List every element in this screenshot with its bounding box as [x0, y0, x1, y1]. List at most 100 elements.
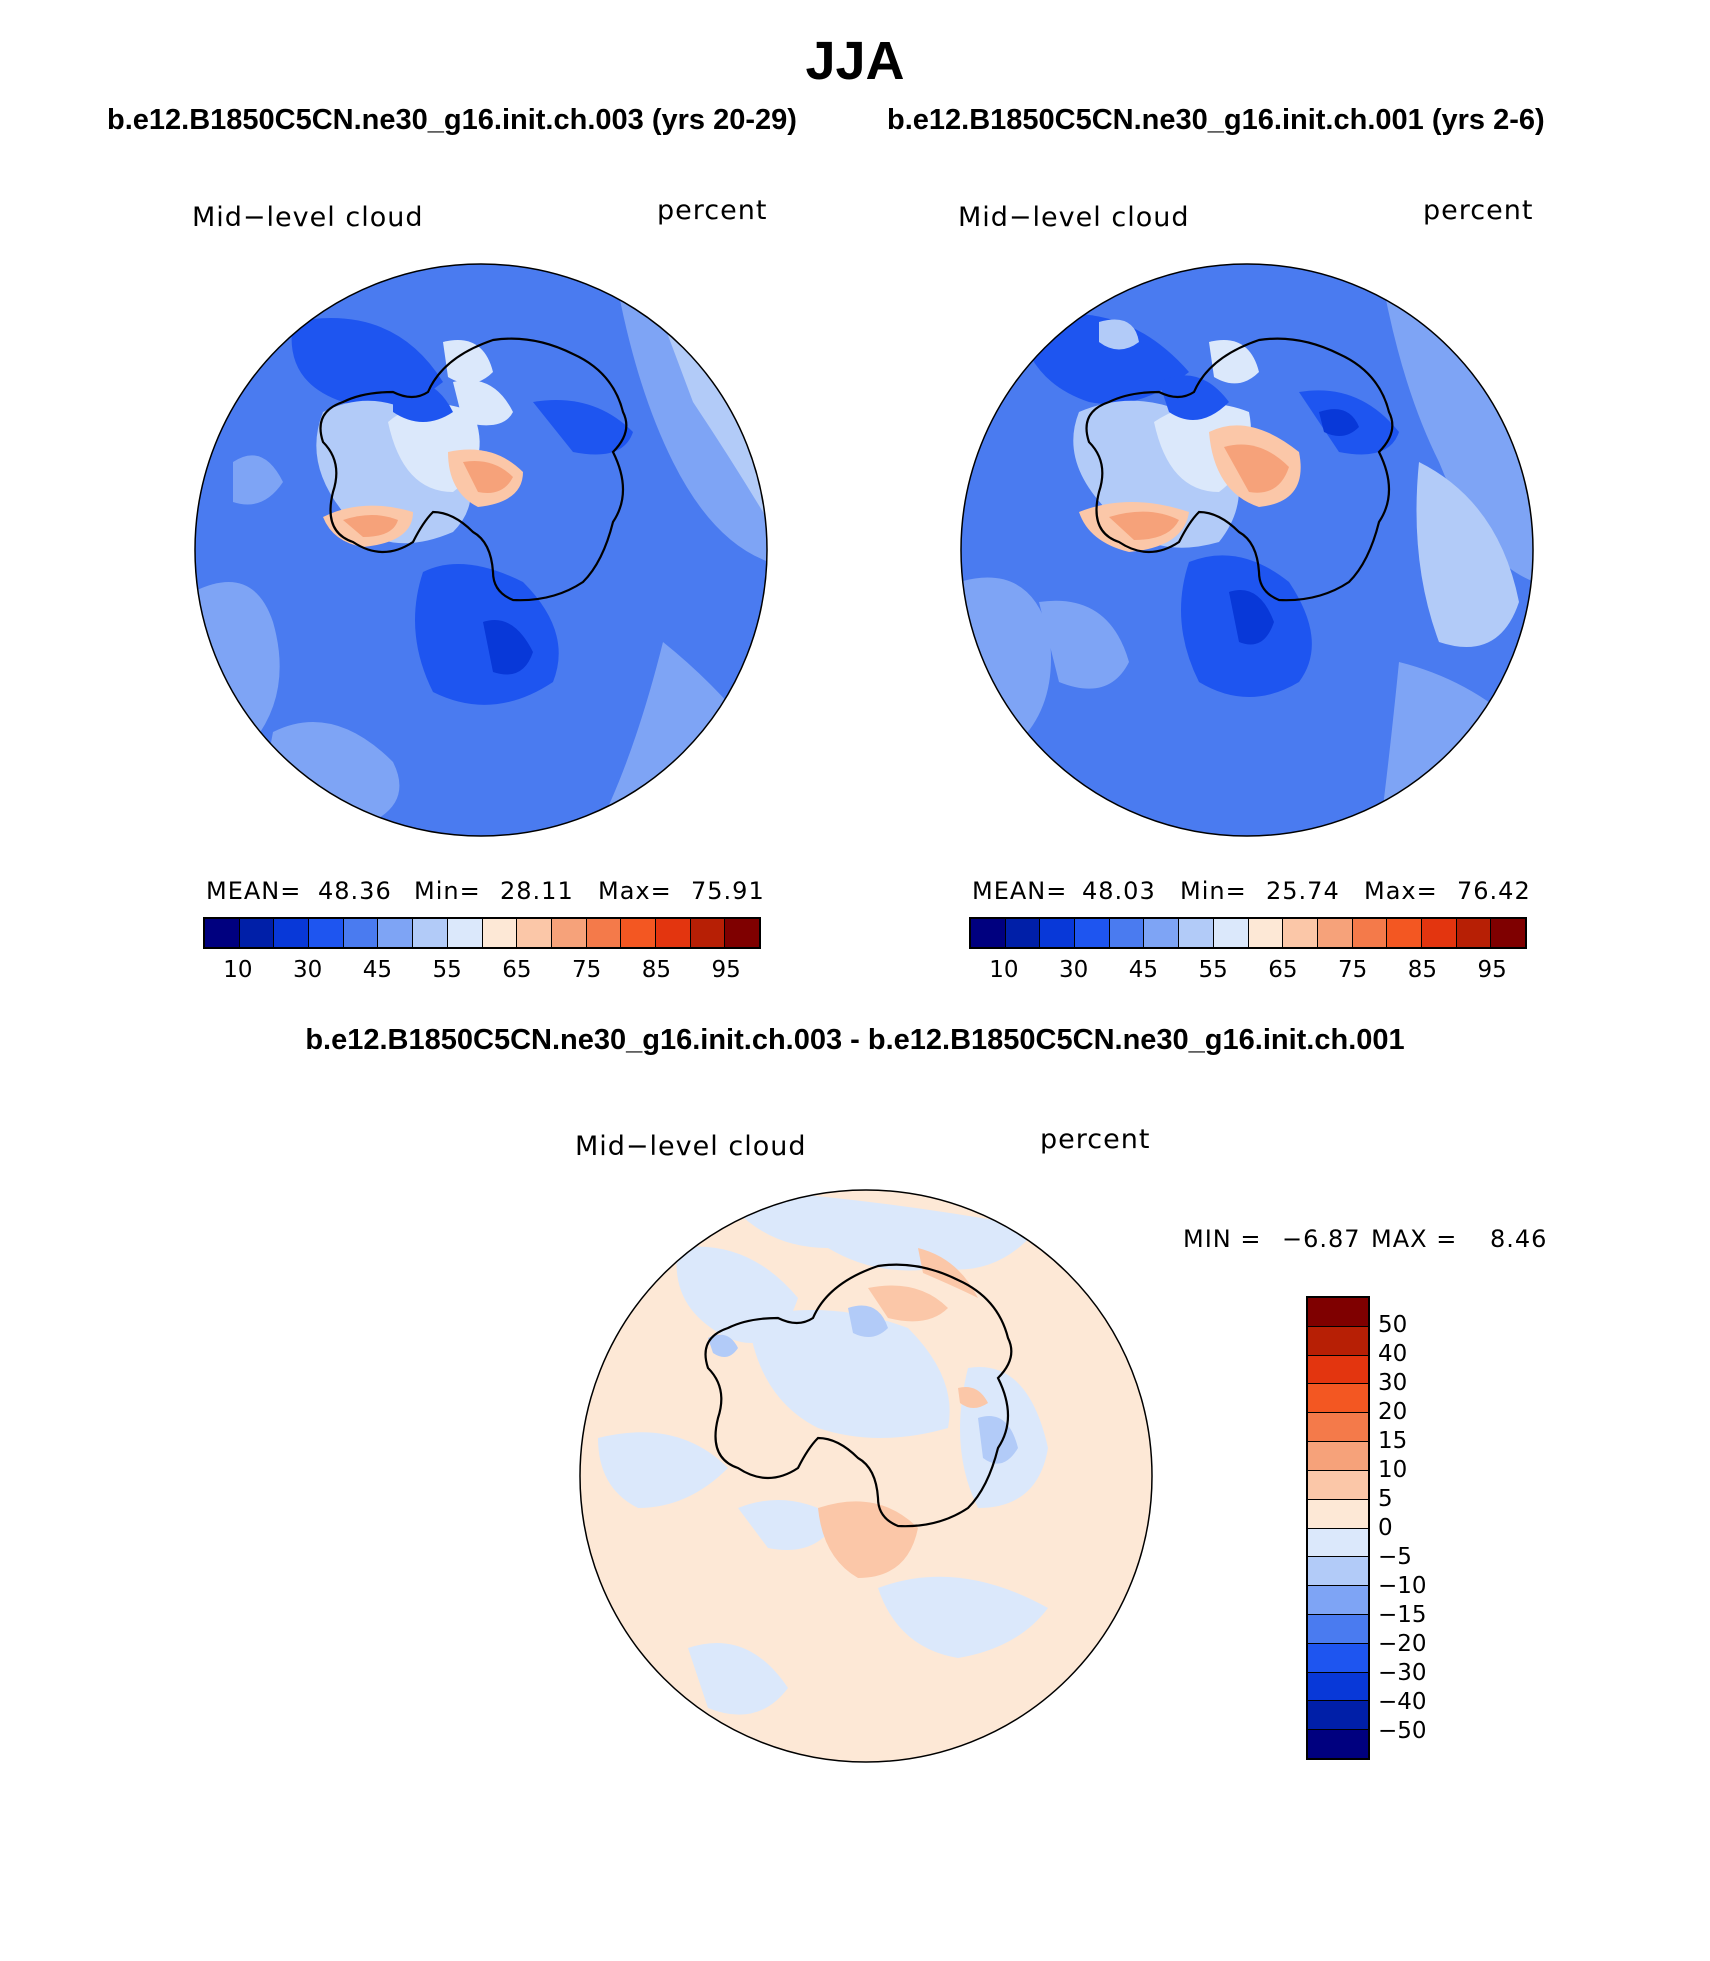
colorbar-tick-label: 45	[1128, 957, 1159, 983]
colorbar-tick-label: 65	[1268, 957, 1298, 983]
cloud-region	[393, 380, 453, 422]
colorbar-swatch	[1248, 919, 1284, 947]
colorbar-swatch	[1308, 1701, 1368, 1731]
colorbar-tick-label: 55	[432, 957, 462, 983]
max-value-left: 75.91	[691, 877, 765, 905]
colorbar-swatch	[586, 919, 622, 947]
colorbar-swatch	[690, 919, 726, 947]
cloud-region	[868, 1285, 948, 1322]
variable-label-right: Mid−level cloud	[958, 202, 1190, 233]
colorbar-swatch	[274, 919, 310, 947]
cloud-region	[343, 515, 398, 537]
colorbar-tick-label: 10	[989, 957, 1019, 983]
cloud-region	[1319, 409, 1359, 436]
colorbar-swatch	[1421, 919, 1457, 947]
colorbar-swatch	[1213, 919, 1249, 947]
case-title-right: b.e12.B1850C5CN.ne30_g16.init.ch.001 (yr…	[887, 104, 1545, 136]
colorbar-swatch	[725, 919, 759, 947]
colorbar-swatch	[1308, 1470, 1368, 1500]
colorbar-tick-label: 50	[1378, 1312, 1408, 1338]
polar-map-left	[194, 263, 768, 837]
min-label-left: Min=	[414, 877, 481, 905]
colorbar-swatch	[1387, 919, 1422, 947]
min-label-right: Min=	[1180, 877, 1247, 905]
diff-min-label: MIN =	[1183, 1225, 1262, 1253]
colorbar-swatch	[1283, 919, 1318, 947]
colorbar-right	[969, 917, 1527, 949]
colorbar-swatch	[1308, 1355, 1368, 1385]
cloud-region	[1379, 264, 1533, 582]
cloud-region	[878, 1576, 1048, 1658]
cloud-region	[1229, 590, 1274, 645]
colorbar-tick-label: 5	[1378, 1486, 1393, 1512]
colorbar-tick-label: −50	[1378, 1718, 1427, 1744]
colorbar-tick-label: 15	[1378, 1428, 1408, 1454]
cloud-region	[958, 1387, 988, 1408]
coastline	[319, 337, 628, 602]
cloud-region	[978, 1416, 1018, 1464]
max-label-left: Max=	[598, 877, 672, 905]
colorbar-tick-label: −30	[1378, 1660, 1427, 1686]
colorbar-tick-label: −20	[1378, 1631, 1427, 1657]
cloud-region	[1159, 375, 1229, 420]
colorbar-tick-label: −15	[1378, 1602, 1427, 1628]
cloud-region	[718, 1190, 1038, 1271]
cloud-region	[233, 455, 283, 505]
colorbar-tick-label: 0	[1378, 1515, 1393, 1541]
cloud-region	[708, 1334, 738, 1357]
colorbar-swatch	[1005, 919, 1041, 947]
colorbar-tick-label: 20	[1378, 1399, 1408, 1425]
colorbar-swatch	[1308, 1384, 1368, 1414]
colorbar-swatch	[1308, 1614, 1368, 1644]
cloud-region	[1379, 662, 1533, 836]
colorbar-tick-label: 95	[711, 957, 741, 983]
colorbar-swatch	[1308, 1499, 1368, 1529]
units-label-diff: percent	[1040, 1124, 1151, 1155]
max-label-right: Max=	[1364, 877, 1438, 905]
colorbar-tick-label: 95	[1477, 957, 1507, 983]
colorbar-swatch	[309, 919, 344, 947]
cloud-region	[443, 340, 493, 384]
colorbar-tick-label: −5	[1378, 1544, 1412, 1570]
colorbar-swatch	[1352, 919, 1388, 947]
max-value-right: 76.42	[1457, 877, 1531, 905]
colorbar-swatch	[517, 919, 552, 947]
polar-map-right	[960, 263, 1534, 837]
diff-min-value: −6.87	[1282, 1225, 1361, 1253]
units-label-right: percent	[1423, 195, 1534, 226]
colorbar-swatch	[205, 919, 240, 947]
colorbar-tick-label: 30	[1058, 957, 1089, 983]
case-title-left: b.e12.B1850C5CN.ne30_g16.init.ch.003 (yr…	[107, 104, 797, 136]
colorbar-swatch	[1144, 919, 1180, 947]
cloud-region	[663, 322, 767, 522]
colorbar-tick-label: 65	[502, 957, 532, 983]
colorbar-swatch	[1308, 1413, 1368, 1443]
cloud-region	[818, 1501, 918, 1578]
colorbar-swatch	[1317, 919, 1353, 947]
colorbar-swatch	[655, 919, 691, 947]
colorbar-tick-label: −40	[1378, 1689, 1427, 1715]
coastline	[1085, 337, 1394, 602]
colorbar-swatch	[1491, 919, 1525, 947]
colorbar-tick-label: 75	[571, 957, 602, 983]
colorbar-difference	[1306, 1296, 1370, 1760]
colorbar-tick-label: 10	[1378, 1457, 1408, 1483]
colorbar-tick-label: 30	[292, 957, 323, 983]
colorbar-tick-label: −10	[1378, 1573, 1427, 1599]
colorbar-tick-label: 85	[1407, 957, 1438, 983]
coastline	[704, 1263, 1013, 1528]
cloud-region	[195, 582, 280, 769]
cloud-region	[918, 1248, 978, 1298]
colorbar-swatch	[378, 919, 414, 947]
cloud-region	[738, 1500, 838, 1550]
variable-label-left: Mid−level cloud	[192, 202, 424, 233]
colorbar-tick-label: 85	[641, 957, 672, 983]
colorbar-swatch	[1179, 919, 1214, 947]
mean-label-left: MEAN=	[206, 877, 302, 905]
colorbar-swatch	[343, 919, 379, 947]
diff-max-value: 8.46	[1490, 1225, 1548, 1253]
colorbar-tick-label: 30	[1378, 1370, 1408, 1396]
colorbar-swatch	[621, 919, 656, 947]
colorbar-tick-label: 10	[223, 957, 253, 983]
colorbar-tick-label: 40	[1378, 1341, 1408, 1367]
